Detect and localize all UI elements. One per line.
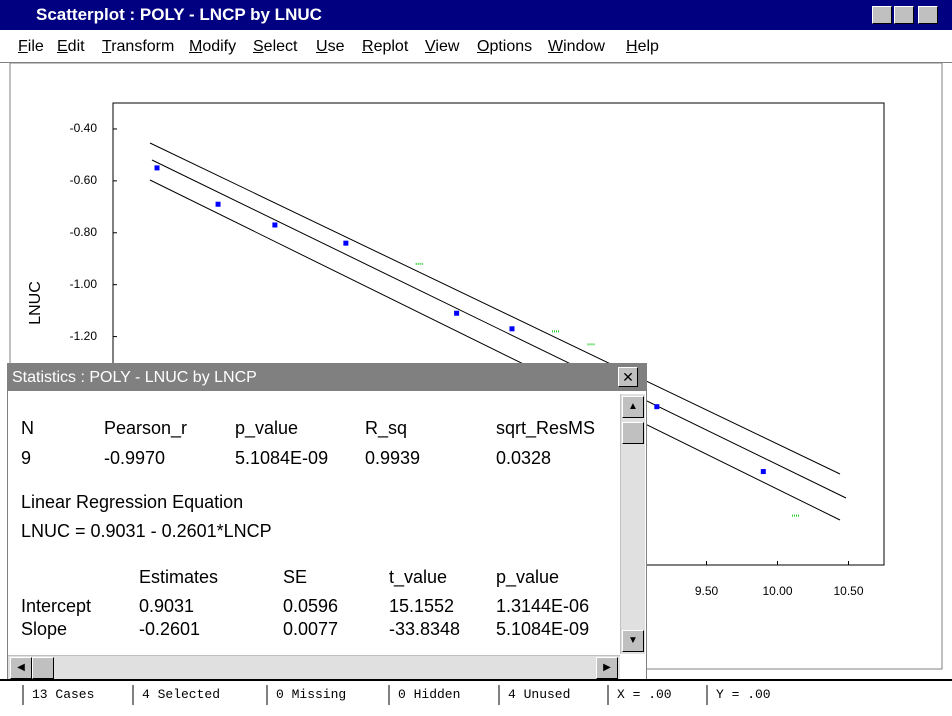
- status-field: 0 Missing: [266, 685, 346, 705]
- column-header: Estimates: [139, 567, 219, 587]
- vertical-scrollbar[interactable]: ▲ ▼: [620, 394, 645, 654]
- y-tick-label: -0.80: [70, 225, 98, 239]
- confidence-line: [149, 179, 841, 521]
- regression-line: [151, 159, 847, 499]
- cell: 9: [21, 448, 32, 468]
- section-heading: Linear Regression Equation: [21, 492, 244, 512]
- point: [272, 222, 278, 228]
- status-field: 0 Hidden: [388, 685, 460, 705]
- status-bar: 13 Cases 4 Selected 0 Missing 0 Hidden 4 Unu…: [0, 679, 952, 716]
- scroll-thumb[interactable]: [32, 657, 54, 679]
- y-tick-label: -1.20: [70, 329, 98, 343]
- column-header: Pearson_r: [104, 418, 188, 438]
- point: [509, 326, 515, 332]
- cell: 5.1084E-09: [496, 619, 590, 639]
- y-axis-label: LNUC: [27, 281, 44, 325]
- point: [215, 201, 221, 207]
- y-tick-label: -0.40: [70, 121, 98, 135]
- menu-bar: File Edit Transform Modify Select Use Replot Vi…: [0, 30, 952, 63]
- column-header: p_value: [496, 567, 560, 587]
- minimize-button[interactable]: [872, 6, 892, 24]
- menu-item[interactable]: Window: [548, 38, 605, 55]
- scroll-right[interactable]: ▶: [596, 657, 618, 679]
- menu-item[interactable]: Use: [316, 38, 345, 55]
- status-field: 4 Selected: [132, 685, 220, 705]
- window-title: Scatterplot : POLY - LNCP by LNUC: [36, 5, 322, 24]
- y-tick-label: -0.60: [70, 173, 98, 187]
- cell: -0.9970: [104, 448, 166, 468]
- y-tick-label: -1.00: [70, 277, 98, 291]
- status-field: 13 Cases: [22, 685, 94, 705]
- menu-item[interactable]: File: [18, 38, 44, 55]
- status-field: 4 Unused: [498, 685, 570, 705]
- cell: -0.2601: [139, 619, 201, 639]
- point: [760, 469, 766, 475]
- x-tick-label: 10.00: [762, 584, 792, 598]
- point: [654, 404, 660, 410]
- menu-item[interactable]: Transform: [102, 38, 175, 55]
- menu-item[interactable]: Replot: [362, 38, 409, 55]
- statistics-window: Statistics : POLY - LNUC by LNCP ✕ ▲ ▼ ◀…: [7, 363, 647, 681]
- scroll-thumb[interactable]: [622, 422, 644, 444]
- column-header: sqrt_ResMS: [496, 418, 596, 438]
- title-bar: Scatterplot : POLY - LNCP by LNUC: [0, 0, 952, 30]
- menu-item[interactable]: View: [425, 38, 460, 55]
- menu-item[interactable]: Help: [626, 38, 659, 55]
- status-field: X = .00: [607, 685, 672, 705]
- status-field: Y = .00: [706, 685, 771, 705]
- cell: 15.1552: [389, 596, 455, 616]
- column-header: t_value: [389, 567, 448, 587]
- cell: 0.0328: [496, 448, 552, 468]
- cell: 0.0596: [283, 596, 339, 616]
- column-header: SE: [283, 567, 308, 587]
- menu-item[interactable]: Modify: [189, 38, 237, 55]
- menu-item[interactable]: Options: [477, 38, 533, 55]
- scroll-up[interactable]: ▲: [622, 396, 644, 418]
- cell: 0.9939: [365, 448, 421, 468]
- equation: LNUC = 0.9031 - 0.2601*LNCP: [21, 521, 272, 541]
- row-header: Intercept: [21, 596, 92, 616]
- statistics-title: Statistics : POLY - LNUC by LNCP: [12, 369, 257, 386]
- maximize-button[interactable]: [894, 6, 914, 24]
- menu-item[interactable]: Select: [253, 38, 298, 55]
- menu-item[interactable]: Edit: [57, 38, 85, 55]
- point: [343, 240, 349, 246]
- column-header: R_sq: [365, 418, 408, 438]
- statistics-title-bar: Statistics : POLY - LNUC by LNCP ✕: [8, 364, 646, 391]
- close-button[interactable]: ✕: [618, 367, 638, 387]
- scroll-left[interactable]: ◀: [10, 657, 32, 679]
- cell: 1.3144E-06: [496, 596, 590, 616]
- point: [454, 310, 460, 316]
- cell: 0.0077: [283, 619, 339, 639]
- cell: -33.8348: [389, 619, 461, 639]
- cell: 5.1084E-09: [235, 448, 329, 468]
- cell: 0.9031: [139, 596, 195, 616]
- x-tick-label: 9.50: [695, 584, 719, 598]
- close-button[interactable]: [918, 6, 938, 24]
- confidence-line: [149, 142, 841, 475]
- scroll-down[interactable]: ▼: [622, 630, 644, 652]
- point: [154, 165, 160, 171]
- row-header: Slope: [21, 619, 68, 639]
- column-header: p_value: [235, 418, 299, 438]
- horizontal-scrollbar[interactable]: ◀ ▶: [8, 655, 620, 680]
- column-header: N: [21, 418, 34, 438]
- x-tick-label: 10.50: [833, 584, 863, 598]
